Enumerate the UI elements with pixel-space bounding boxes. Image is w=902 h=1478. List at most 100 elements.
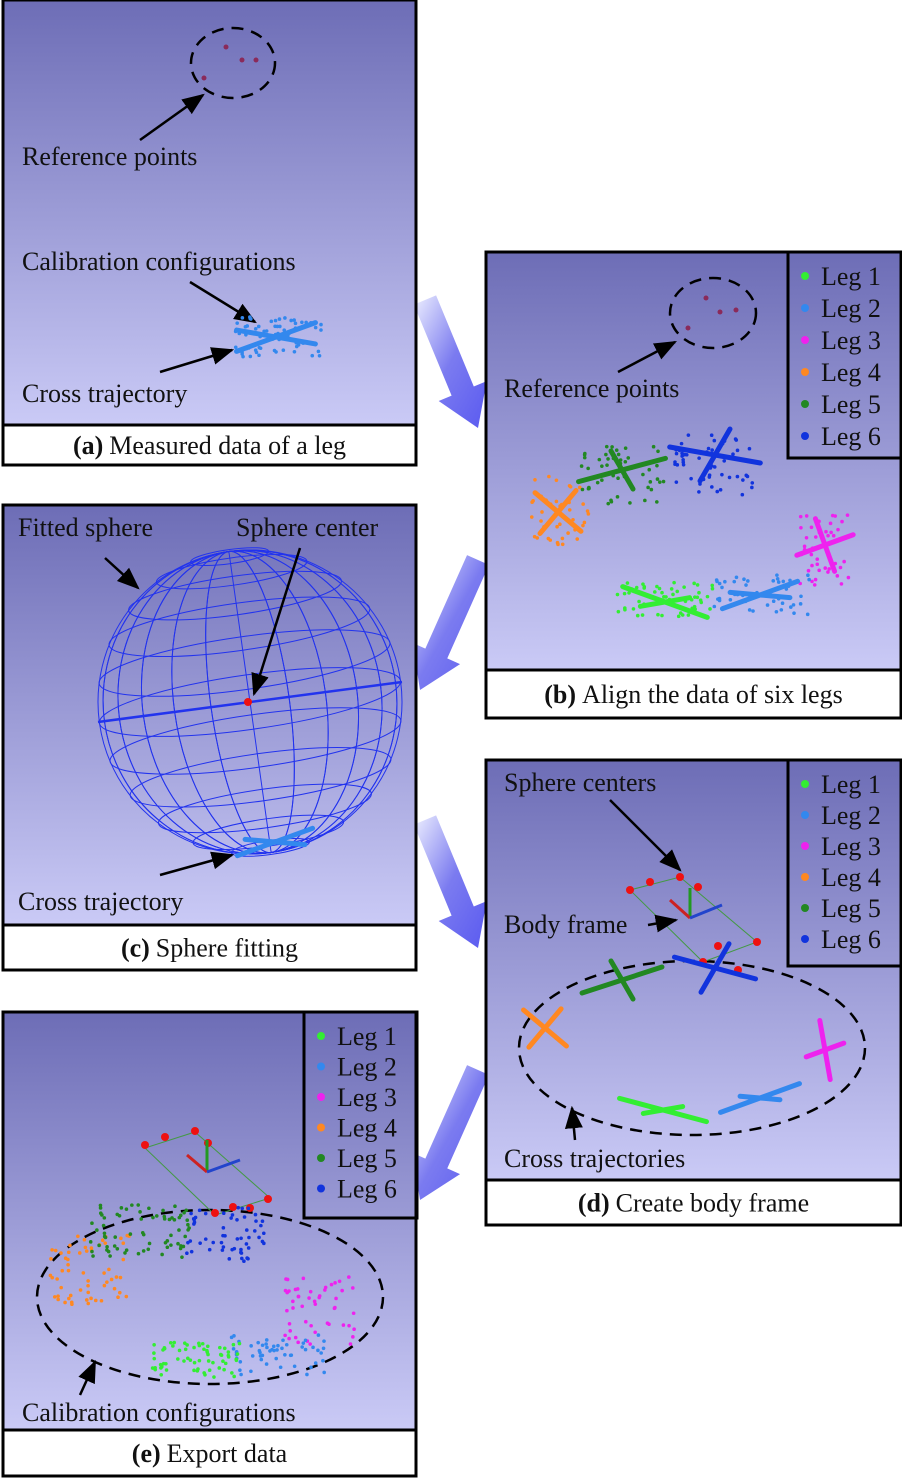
config-point bbox=[669, 587, 674, 591]
config-point bbox=[244, 1228, 249, 1232]
config-point bbox=[781, 579, 786, 584]
config-point bbox=[169, 1233, 173, 1238]
trajectory bbox=[608, 958, 636, 1002]
config-point bbox=[273, 318, 278, 323]
config-point bbox=[229, 1216, 233, 1220]
config-point bbox=[647, 467, 652, 472]
config-point bbox=[308, 1342, 312, 1346]
legend-marker bbox=[801, 873, 809, 881]
config-point bbox=[276, 1343, 280, 1348]
config-point bbox=[66, 1250, 71, 1255]
legend-label: Leg 2 bbox=[821, 801, 881, 830]
config-point bbox=[751, 609, 755, 613]
legend-label: Leg 4 bbox=[821, 358, 881, 387]
config-point bbox=[771, 599, 776, 603]
caption-box bbox=[484, 668, 902, 720]
config-point bbox=[203, 1237, 208, 1241]
config-point bbox=[568, 485, 573, 489]
config-point bbox=[798, 602, 803, 606]
config-point bbox=[583, 451, 587, 456]
config-point bbox=[146, 1247, 151, 1252]
config-point bbox=[130, 1203, 134, 1207]
config-point bbox=[171, 1344, 175, 1348]
legend-label: Leg 1 bbox=[821, 770, 881, 799]
legend-label: Leg 5 bbox=[821, 390, 881, 419]
config-point bbox=[169, 1243, 173, 1247]
config-point bbox=[242, 1215, 247, 1219]
config-point bbox=[281, 348, 286, 353]
config-point bbox=[188, 1239, 193, 1243]
config-point bbox=[815, 557, 820, 561]
config-point bbox=[316, 349, 321, 354]
config-point bbox=[257, 353, 261, 358]
config-point bbox=[295, 1287, 300, 1291]
config-point bbox=[348, 1342, 353, 1346]
config-point bbox=[89, 1246, 94, 1250]
config-point bbox=[115, 1246, 120, 1251]
config-point bbox=[692, 581, 696, 586]
annotation: Cross trajectory bbox=[22, 379, 187, 408]
config-point bbox=[567, 508, 572, 512]
config-point bbox=[649, 487, 654, 492]
config-point bbox=[351, 1335, 355, 1339]
axis-x bbox=[668, 898, 692, 920]
caption-label: (e) bbox=[132, 1439, 161, 1468]
config-point bbox=[582, 455, 587, 460]
config-point bbox=[322, 1370, 326, 1375]
annotation: Calibration configurations bbox=[22, 1398, 296, 1427]
config-point bbox=[604, 452, 608, 457]
config-point bbox=[674, 480, 679, 484]
config-point bbox=[231, 1342, 236, 1347]
config-point bbox=[310, 353, 315, 358]
legend-marker bbox=[801, 811, 809, 819]
dashed-region bbox=[668, 276, 758, 350]
config-point bbox=[139, 1217, 144, 1221]
config-point bbox=[815, 562, 820, 567]
config-point bbox=[732, 579, 737, 584]
config-point bbox=[102, 1271, 106, 1275]
config-point bbox=[287, 1321, 292, 1326]
caption-box bbox=[1, 923, 418, 972]
sphere-center bbox=[191, 1127, 199, 1135]
config-point bbox=[59, 1285, 63, 1290]
config-point bbox=[823, 566, 828, 570]
config-point bbox=[631, 607, 636, 611]
config-point bbox=[159, 1372, 164, 1377]
config-point bbox=[839, 582, 844, 586]
config-point bbox=[651, 444, 656, 449]
legend-marker bbox=[801, 904, 809, 912]
config-point bbox=[824, 529, 828, 534]
config-point bbox=[118, 1275, 123, 1280]
config-point bbox=[555, 524, 559, 529]
config-point bbox=[112, 1244, 117, 1248]
config-point bbox=[813, 535, 818, 539]
config-point bbox=[246, 1206, 251, 1211]
caption-box bbox=[1, 1428, 418, 1478]
config-point bbox=[68, 1243, 72, 1248]
config-point bbox=[230, 1213, 235, 1217]
config-point bbox=[66, 1262, 70, 1267]
trajectory bbox=[697, 426, 733, 484]
config-point bbox=[274, 1356, 279, 1361]
config-point bbox=[540, 510, 544, 514]
config-point bbox=[242, 1259, 246, 1264]
config-point bbox=[123, 1251, 127, 1255]
config-point bbox=[746, 579, 750, 583]
sphere-center bbox=[646, 878, 654, 886]
sphere-parallel bbox=[190, 547, 270, 567]
caption: (a) Measured data of a leg bbox=[73, 431, 346, 460]
config-point bbox=[164, 1361, 168, 1366]
config-point bbox=[718, 488, 723, 492]
config-point bbox=[56, 1294, 60, 1298]
config-point bbox=[81, 1271, 86, 1275]
legend-marker bbox=[317, 1184, 325, 1193]
config-point bbox=[717, 598, 722, 603]
config-point bbox=[641, 582, 645, 586]
sphere-center bbox=[229, 1203, 237, 1211]
config-point bbox=[846, 575, 851, 580]
config-point bbox=[623, 446, 628, 450]
config-point bbox=[178, 1246, 183, 1251]
config-point bbox=[232, 1246, 237, 1251]
config-point bbox=[192, 1345, 196, 1350]
config-point bbox=[284, 1342, 289, 1347]
